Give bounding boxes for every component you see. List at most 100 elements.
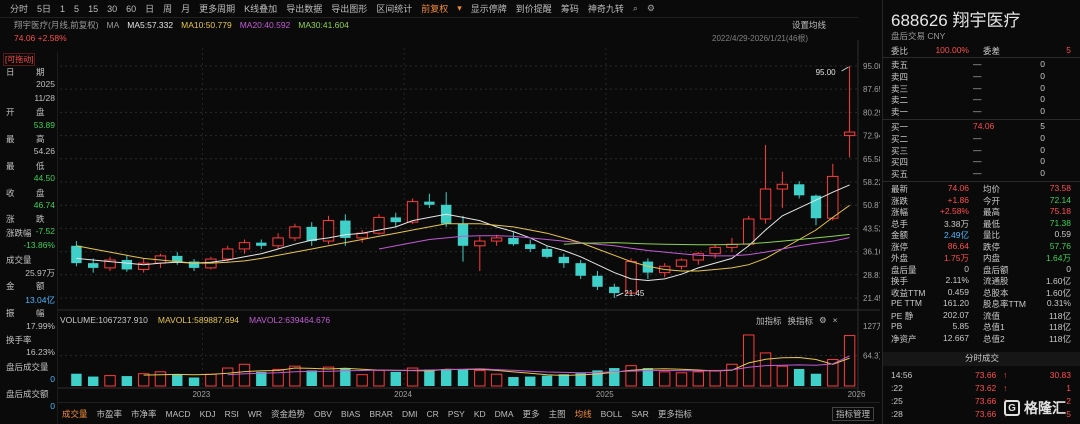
volume-bar bbox=[373, 369, 385, 387]
toolbar-item-4[interactable]: 15 bbox=[88, 3, 99, 14]
candle-body bbox=[743, 218, 755, 245]
toolbar-item-2[interactable]: 1 bbox=[60, 3, 66, 14]
volume-tick-label: 127万 bbox=[863, 322, 880, 331]
info-label: 收 bbox=[6, 187, 15, 198]
change-indicator-button[interactable]: 换指标 bbox=[787, 316, 814, 326]
volume-bar bbox=[71, 373, 82, 386]
candle-info-panel[interactable]: [可拖动] 日期 2025 11/28 开盘 53.89 最高 54.26 最低 44.50 收盘… bbox=[0, 52, 58, 424]
low-marker bbox=[616, 292, 624, 297]
indicator-tab-1[interactable]: 市盈率 bbox=[96, 408, 123, 419]
stat-value: +1.86 bbox=[947, 194, 969, 205]
indicator-tab-8[interactable]: OBV bbox=[314, 408, 332, 419]
stat-value: 57.76 bbox=[1049, 240, 1071, 251]
info-label2: 高 bbox=[36, 134, 45, 144]
volume-bar bbox=[810, 373, 822, 386]
up-arrow-icon: ↑ bbox=[1003, 370, 1008, 380]
tick-time: :25 bbox=[891, 396, 903, 406]
indicator-tab-3[interactable]: MACD bbox=[165, 408, 191, 419]
indicator-tab-6[interactable]: WR bbox=[247, 408, 262, 419]
indicator-tab-12[interactable]: CR bbox=[426, 408, 439, 419]
indicator-tab-10[interactable]: BRAR bbox=[369, 408, 393, 419]
indicator-tab-17[interactable]: 主图 bbox=[548, 408, 566, 419]
indicator-manage-button[interactable]: 指标管理 bbox=[831, 406, 874, 421]
close-icon[interactable]: × bbox=[832, 315, 838, 325]
gear-icon[interactable]: ⚙ bbox=[646, 3, 655, 13]
ask-volume: 0 bbox=[1040, 59, 1045, 69]
tick-time: :28 bbox=[891, 409, 903, 419]
candle-body bbox=[457, 223, 469, 246]
ma-legend: 翔宇医疗(月线,前复权) MA MA5:57.332 MA10:50.779 M… bbox=[14, 19, 826, 31]
toolbar-item-19[interactable]: 神奇九转 bbox=[587, 4, 624, 14]
volume-bar bbox=[575, 373, 586, 386]
indicator-tab-4[interactable]: KDJ bbox=[199, 408, 216, 419]
toolbar-item-12[interactable]: 导出数据 bbox=[286, 4, 323, 14]
stat-value: 161.20 bbox=[943, 298, 969, 308]
indicator-tab-0[interactable]: 成交量 bbox=[62, 408, 88, 419]
add-indicator-button[interactable]: 加指标 bbox=[756, 316, 782, 326]
toolbar-item-11[interactable]: K线叠加 bbox=[244, 4, 278, 14]
indicator-tab-15[interactable]: DMA bbox=[494, 408, 514, 419]
year-label: 2026 bbox=[848, 390, 866, 399]
volume-bar bbox=[154, 371, 167, 387]
toolbar-item-0[interactable]: 分时 bbox=[10, 4, 29, 14]
bid-row: 买二 — 0 bbox=[891, 133, 1079, 144]
toolbar-item-13[interactable]: 导出图形 bbox=[331, 4, 368, 14]
toolbar-item-10[interactable]: 更多周期 bbox=[199, 4, 236, 14]
toolbar-item-5[interactable]: 30 bbox=[107, 3, 118, 14]
indicator-tab-14[interactable]: KD bbox=[473, 408, 486, 419]
info-label: 开 bbox=[6, 107, 15, 118]
indicator-tab-18[interactable]: 均线 bbox=[574, 408, 592, 419]
ma-settings-button[interactable]: 设置均线 bbox=[792, 20, 827, 30]
indicator-tab-16[interactable]: 更多 bbox=[522, 408, 540, 419]
indicator-tab-11[interactable]: DMI bbox=[401, 408, 418, 419]
candlestick-chart[interactable]: 95.00 87.65 80.29 72.94 65.58 58.22 50.87 43.52… bbox=[58, 0, 880, 402]
volume-bar bbox=[675, 372, 688, 387]
toolbar-item-16[interactable]: 显示停牌 bbox=[470, 4, 507, 14]
toolbar-item-15[interactable]: 前复权 bbox=[421, 4, 449, 14]
toolbar-item-9[interactable]: 月 bbox=[181, 4, 191, 14]
bid-label: 买五 bbox=[891, 169, 909, 180]
volume-bar bbox=[306, 370, 317, 386]
toolbar-item-1[interactable]: 5日 bbox=[37, 4, 52, 14]
volume-bar bbox=[121, 376, 133, 386]
stat-row: 净资产 12.667 总值2 118亿 bbox=[891, 333, 1079, 344]
toolbar-item-14[interactable]: 区间统计 bbox=[376, 4, 413, 14]
bid-label: 买三 bbox=[891, 145, 909, 156]
volume-bar bbox=[188, 377, 200, 386]
indicator-tab-9[interactable]: BIAS bbox=[340, 408, 361, 419]
stat-value: 2.11% bbox=[945, 275, 969, 285]
toolbar-item-6[interactable]: 60 bbox=[126, 3, 137, 14]
settings-icon[interactable]: ⚙ bbox=[819, 315, 827, 325]
indicator-tab-21[interactable]: 更多指标 bbox=[657, 408, 692, 419]
bid-row: 买一 74.06 5 bbox=[891, 121, 1079, 132]
stat-label: 内盘 bbox=[983, 253, 1001, 263]
toolbar-item-18[interactable]: 筹码 bbox=[560, 4, 579, 14]
stat-label: PE TTM bbox=[891, 298, 923, 308]
indicator-tab-19[interactable]: BOLL bbox=[600, 408, 623, 419]
stat-label: 均价 bbox=[983, 184, 1001, 194]
indicator-tab-7[interactable]: 资金趋势 bbox=[270, 408, 305, 419]
search-icon[interactable]: ⌕ bbox=[632, 3, 638, 13]
draggable-tag[interactable]: [可拖动] bbox=[3, 53, 36, 66]
stat-value: 73.58 bbox=[1049, 183, 1071, 193]
toolbar-item-3[interactable]: 5 bbox=[74, 3, 80, 14]
indicator-tab-13[interactable]: PSY bbox=[447, 408, 465, 419]
indicator-tab-2[interactable]: 市净率 bbox=[131, 408, 157, 419]
stat-row: 总手 3.38万 最低 71.38 bbox=[891, 218, 1079, 229]
candle-body bbox=[490, 237, 503, 242]
volume-bar bbox=[390, 371, 401, 386]
ask-row: 卖四 — 0 bbox=[891, 71, 1079, 82]
indicator-tools: 加指标 换指标 ⚙ × bbox=[756, 315, 838, 327]
bid-label: 买四 bbox=[891, 157, 909, 168]
stat-value: 0.459 bbox=[947, 286, 969, 297]
stat-label: 外盘 bbox=[891, 253, 909, 263]
toolbar-item-7[interactable]: 日 bbox=[145, 4, 155, 14]
info-label: 盘后成交额 bbox=[6, 388, 49, 399]
ma5-line bbox=[76, 184, 850, 282]
price-tick-label: 50.87 bbox=[863, 201, 880, 210]
indicator-tab-20[interactable]: SAR bbox=[631, 408, 649, 419]
toolbar-item-8[interactable]: 周 bbox=[163, 4, 173, 14]
indicator-tab-5[interactable]: RSI bbox=[224, 408, 239, 419]
bid-row: 买五 — 0 bbox=[891, 168, 1079, 179]
toolbar-item-17[interactable]: 到价提醒 bbox=[515, 4, 552, 14]
